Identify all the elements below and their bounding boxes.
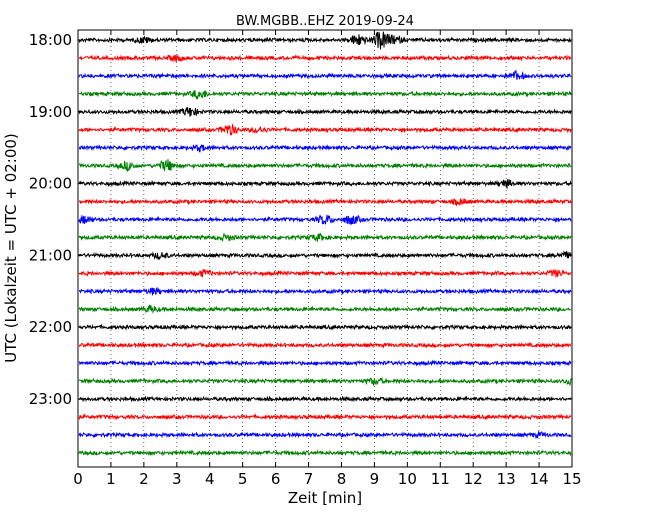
x-tick-labels: 0 1 2 3 4 5 6 7 8 9 10 11 12 13 14 15 bbox=[73, 470, 581, 488]
y-tick-labels: 18:00 19:00 20:00 21:00 22:00 23:00 bbox=[29, 31, 72, 408]
x-tick-label: 3 bbox=[172, 470, 182, 488]
x-tick-label: 11 bbox=[431, 470, 450, 488]
seismic-trace bbox=[78, 268, 572, 279]
x-tick-label: 12 bbox=[464, 470, 483, 488]
seismic-trace bbox=[78, 159, 572, 173]
seismic-trace bbox=[78, 31, 572, 50]
x-tick-label: 7 bbox=[304, 470, 314, 488]
plot-frame bbox=[77, 29, 573, 468]
seismic-trace bbox=[78, 304, 572, 314]
seismic-trace bbox=[78, 124, 572, 136]
x-tick-label: 0 bbox=[73, 470, 83, 488]
seismic-trace bbox=[78, 430, 572, 440]
seismic-trace bbox=[78, 395, 572, 403]
grid-lines bbox=[110, 30, 540, 467]
traces bbox=[78, 31, 572, 457]
y-tick-label: 21:00 bbox=[29, 246, 72, 264]
y-tick-label: 19:00 bbox=[29, 103, 72, 121]
y-axis-label: UTC (Lokalzeit = UTC + 02:00) bbox=[2, 133, 20, 363]
seismic-trace bbox=[78, 359, 572, 367]
seismic-trace bbox=[78, 54, 572, 63]
x-tick-label: 9 bbox=[370, 470, 380, 488]
y-tick-label: 23:00 bbox=[29, 390, 72, 408]
x-axis-label: Zeit [min] bbox=[288, 489, 362, 507]
seismic-trace bbox=[78, 449, 572, 457]
x-tick-label: 14 bbox=[530, 470, 549, 488]
y-tick-label: 22:00 bbox=[29, 318, 72, 336]
x-tick-label: 10 bbox=[398, 470, 417, 488]
seismic-trace bbox=[78, 250, 572, 261]
y-tick-label: 20:00 bbox=[29, 175, 72, 193]
x-tick-label: 15 bbox=[562, 470, 581, 488]
seismic-trace bbox=[78, 376, 572, 387]
seismic-trace bbox=[78, 341, 572, 349]
seismic-trace bbox=[78, 106, 572, 117]
x-tick-label: 4 bbox=[205, 470, 215, 488]
seismic-trace bbox=[78, 286, 572, 296]
x-tick-label: 8 bbox=[337, 470, 347, 488]
seismic-trace bbox=[78, 179, 572, 189]
seismic-trace bbox=[78, 413, 572, 421]
axis-ticks bbox=[77, 30, 573, 467]
y-tick-label: 18:00 bbox=[29, 31, 72, 49]
seismic-trace bbox=[78, 214, 572, 225]
seismic-trace bbox=[78, 232, 572, 242]
x-tick-label: 1 bbox=[106, 470, 116, 488]
x-tick-label: 13 bbox=[497, 470, 516, 488]
seismic-trace bbox=[78, 197, 572, 207]
x-tick-label: 5 bbox=[238, 470, 248, 488]
seismic-trace bbox=[78, 143, 572, 153]
seismic-trace bbox=[78, 323, 572, 331]
seismic-trace bbox=[78, 89, 572, 100]
x-tick-label: 2 bbox=[139, 470, 149, 488]
seismic-trace bbox=[78, 69, 572, 80]
chart-title: BW.MGBB..EHZ 2019-09-24 bbox=[236, 14, 414, 29]
x-tick-label: 6 bbox=[271, 470, 281, 488]
